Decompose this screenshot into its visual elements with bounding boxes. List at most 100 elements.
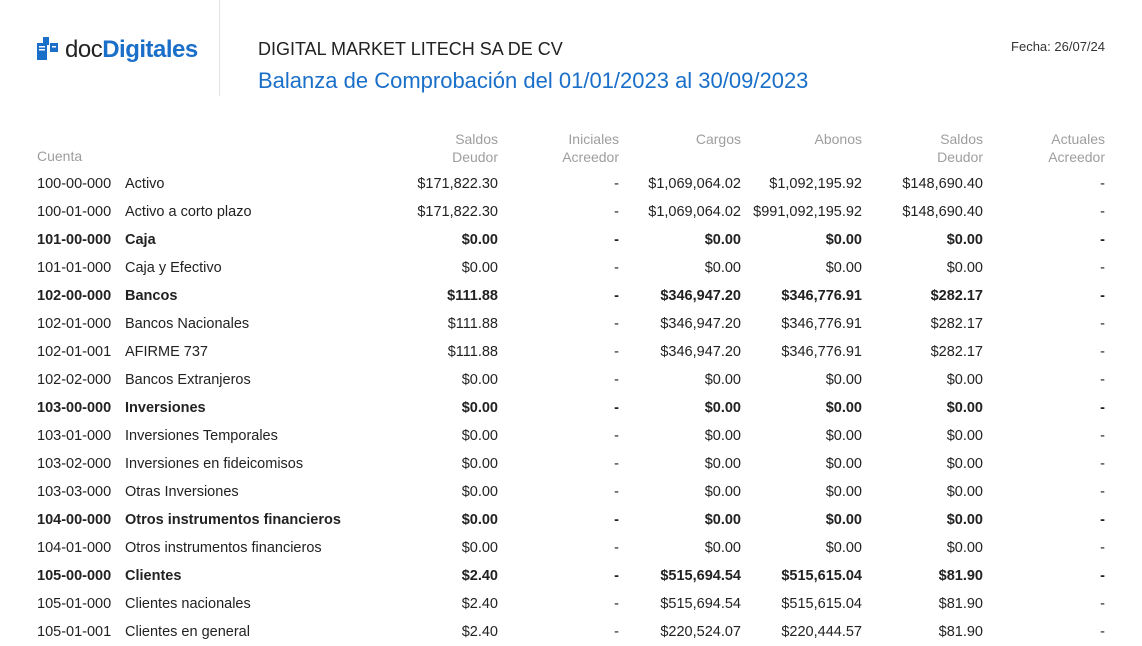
table-row: 102-00-000 Bancos $111.88 - $346,947.20 $346,… <box>0 282 1142 310</box>
cell-cargos: $0.00 <box>704 540 741 556</box>
cell-cargos: $346,947.20 <box>660 344 741 360</box>
cell-fin-deudor: $148,690.40 <box>902 176 983 192</box>
cell-name: Caja <box>125 232 156 248</box>
cell-cargos: $0.00 <box>704 484 741 500</box>
header-iniciales: Iniciales <box>568 131 619 147</box>
cell-code: 103-01-000 <box>37 428 112 444</box>
cell-fin-acreedor: - <box>1100 260 1105 276</box>
cell-fin-deudor: $0.00 <box>946 540 983 556</box>
cell-fin-acreedor: - <box>1100 316 1105 332</box>
cell-name: Clientes en general <box>125 624 250 640</box>
header-actuales: Actuales <box>1051 131 1105 147</box>
cell-code: 103-03-000 <box>37 484 112 500</box>
cell-ini-acreedor: - <box>614 288 619 304</box>
table-row: 100-01-000 Activo a corto plazo $171,822.3… <box>0 198 1142 226</box>
table-row: 105-01-001 Clientes en general $2.40 - $220,… <box>0 618 1142 646</box>
cell-abonos: $0.00 <box>825 428 862 444</box>
cell-fin-deudor: $0.00 <box>946 512 983 528</box>
cell-ini-acreedor: - <box>614 568 619 584</box>
cell-ini-acreedor: - <box>614 596 619 612</box>
table-row: 103-00-000 Inversiones $0.00 - $0.00 $0.00 $0.… <box>0 394 1142 422</box>
cell-abonos: $0.00 <box>825 260 862 276</box>
cell-ini-deudor: $111.88 <box>447 316 498 332</box>
cell-name: Otros instrumentos financieros <box>125 540 322 556</box>
cell-ini-acreedor: - <box>614 624 619 640</box>
cell-code: 105-01-001 <box>37 624 112 640</box>
cell-ini-deudor: $0.00 <box>461 400 498 416</box>
cell-name: Activo a corto plazo <box>125 204 252 220</box>
cell-code: 102-02-000 <box>37 372 112 388</box>
documents-icon <box>37 37 58 60</box>
cell-ini-acreedor: - <box>614 484 619 500</box>
table-row: 103-01-000 Inversiones Temporales $0.00 - $0… <box>0 422 1142 450</box>
cell-fin-acreedor: - <box>1100 372 1105 388</box>
header-saldos: Saldos <box>940 131 983 147</box>
cell-fin-acreedor: - <box>1100 288 1105 304</box>
cell-name: Activo <box>125 176 165 192</box>
cell-name: Caja y Efectivo <box>125 260 222 276</box>
cell-name: Bancos <box>125 288 178 304</box>
cell-ini-acreedor: - <box>614 204 619 220</box>
cell-abonos: $991,092,195.92 <box>753 204 862 220</box>
cell-ini-deudor: $0.00 <box>461 540 498 556</box>
cell-abonos: $0.00 <box>825 540 862 556</box>
cell-fin-acreedor: - <box>1100 176 1105 192</box>
cell-cargos: $1,069,064.02 <box>648 204 741 220</box>
cell-cargos: $0.00 <box>704 260 741 276</box>
cell-fin-deudor: $282.17 <box>930 316 983 332</box>
cell-code: 101-00-000 <box>37 232 112 248</box>
logo-text-digitales: Digitales <box>102 36 198 63</box>
cell-abonos: $1,092,195.92 <box>769 176 862 192</box>
cell-code: 105-00-000 <box>37 568 112 584</box>
cell-fin-acreedor: - <box>1100 624 1105 640</box>
cell-fin-acreedor: - <box>1100 456 1105 472</box>
cell-ini-acreedor: - <box>614 344 619 360</box>
cell-code: 104-00-000 <box>37 512 112 528</box>
cell-ini-deudor: $171,822.30 <box>417 176 498 192</box>
cell-fin-acreedor: - <box>1100 512 1105 528</box>
cell-ini-deudor: $0.00 <box>461 232 498 248</box>
cell-cargos: $0.00 <box>704 372 741 388</box>
header-deudor: Deudor <box>452 149 498 165</box>
header-deudor: Deudor <box>937 149 983 165</box>
cell-fin-acreedor: - <box>1100 540 1105 556</box>
cell-cargos: $0.00 <box>704 428 741 444</box>
cell-abonos: $0.00 <box>825 484 862 500</box>
cell-abonos: $515,615.04 <box>781 596 862 612</box>
cell-cargos: $346,947.20 <box>660 288 741 304</box>
table-row: 105-01-000 Clientes nacionales $2.40 - $515,… <box>0 590 1142 618</box>
cell-fin-deudor: $282.17 <box>930 288 983 304</box>
col-saldos-ini-deudor: Saldos Deudor <box>452 130 498 166</box>
report-date: Fecha: 26/07/24 <box>1011 39 1105 54</box>
cell-code: 102-00-000 <box>37 288 112 304</box>
table-row: 101-01-000 Caja y Efectivo $0.00 - $0.00 $0.0… <box>0 254 1142 282</box>
cell-ini-deudor: $0.00 <box>461 456 498 472</box>
table-row: 102-01-000 Bancos Nacionales $111.88 - $346,… <box>0 310 1142 338</box>
table-row: 102-01-001 AFIRME 737 $111.88 - $346,947.20 $… <box>0 338 1142 366</box>
cell-name: AFIRME 737 <box>125 344 208 360</box>
cell-ini-deudor: $111.88 <box>447 288 498 304</box>
cell-fin-acreedor: - <box>1100 484 1105 500</box>
cell-code: 103-02-000 <box>37 456 112 472</box>
cell-abonos: $0.00 <box>825 512 862 528</box>
cell-fin-deudor: $282.17 <box>930 344 983 360</box>
cell-ini-acreedor: - <box>614 512 619 528</box>
cell-abonos: $220,444.57 <box>781 624 862 640</box>
cell-name: Bancos Extranjeros <box>125 372 251 388</box>
header-divider <box>219 0 220 96</box>
cell-ini-deudor: $2.40 <box>461 596 498 612</box>
table-row: 103-03-000 Otras Inversiones $0.00 - $0.00 $0… <box>0 478 1142 506</box>
header-acreedor: Acreedor <box>562 149 619 165</box>
table-row: 104-01-000 Otros instrumentos financieros… <box>0 534 1142 562</box>
col-abonos: Abonos <box>814 131 862 147</box>
cell-fin-acreedor: - <box>1100 568 1105 584</box>
table-row: 102-02-000 Bancos Extranjeros $0.00 - $0.00 $… <box>0 366 1142 394</box>
cell-abonos: $515,615.04 <box>781 568 862 584</box>
cell-fin-deudor: $0.00 <box>946 372 983 388</box>
cell-fin-acreedor: - <box>1100 344 1105 360</box>
cell-fin-acreedor: - <box>1100 428 1105 444</box>
cell-ini-acreedor: - <box>614 400 619 416</box>
cell-ini-acreedor: - <box>614 260 619 276</box>
cell-abonos: $346,776.91 <box>781 316 862 332</box>
cell-ini-acreedor: - <box>614 316 619 332</box>
